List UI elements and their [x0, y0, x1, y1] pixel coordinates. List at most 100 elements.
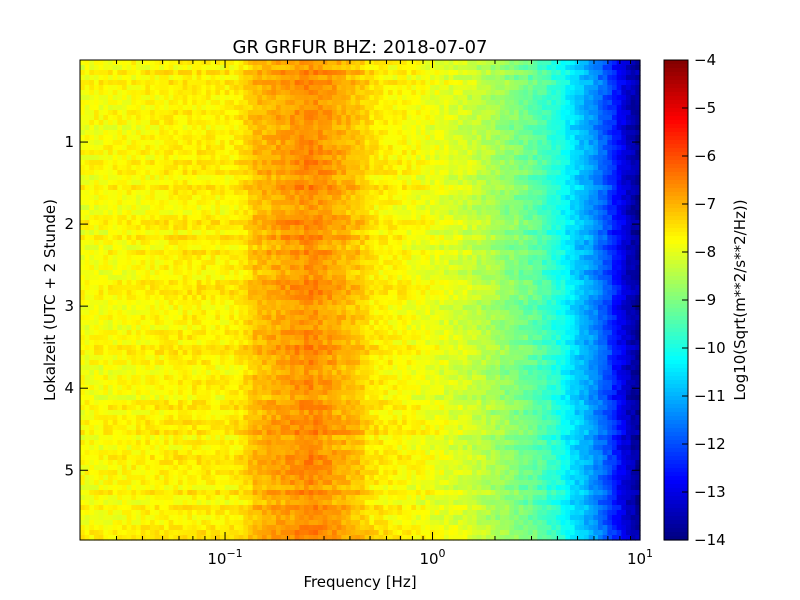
heatmap-cell [178, 110, 184, 116]
heatmap-cell [369, 255, 375, 261]
heatmap-cell [560, 80, 566, 86]
heatmap-cell [462, 65, 468, 71]
heatmap-cell [248, 110, 254, 116]
heatmap-cell [224, 230, 230, 236]
heatmap-cell [542, 150, 548, 156]
heatmap-cell [182, 160, 188, 166]
heatmap-cell [528, 70, 534, 76]
heatmap-cell [276, 70, 282, 76]
heatmap-cell [192, 230, 198, 236]
heatmap-cell [495, 195, 501, 201]
heatmap-cell [164, 140, 170, 146]
heatmap-cell [332, 185, 338, 191]
heatmap-cell [234, 245, 240, 251]
heatmap-cell [117, 260, 123, 266]
heatmap-cell [117, 220, 123, 226]
heatmap-cell [280, 125, 286, 131]
heatmap-cell [486, 250, 492, 256]
heatmap-cell [327, 185, 333, 191]
heatmap-cell [514, 160, 520, 166]
heatmap-cell [504, 110, 510, 116]
heatmap-cell [472, 205, 478, 211]
heatmap-cell [257, 220, 263, 226]
heatmap-cell [224, 160, 230, 166]
heatmap-cell [495, 185, 501, 191]
heatmap-cell [201, 75, 207, 81]
heatmap-cell [336, 70, 342, 76]
heatmap-cell [448, 65, 454, 71]
heatmap-cell [206, 230, 212, 236]
heatmap-cell [355, 165, 361, 171]
heatmap-cell [332, 145, 338, 151]
heatmap-cell [360, 135, 366, 141]
heatmap-cell [243, 145, 249, 151]
heatmap-cell [229, 80, 235, 86]
heatmap-cell [509, 120, 515, 126]
heatmap-cell [248, 140, 254, 146]
heatmap-cell [192, 65, 198, 71]
heatmap-cell [159, 150, 165, 156]
heatmap-cell [196, 235, 202, 241]
heatmap-cell [383, 200, 389, 206]
heatmap-cell [430, 130, 436, 136]
heatmap-cell [504, 120, 510, 126]
heatmap-cell [430, 150, 436, 156]
heatmap-cell [164, 130, 170, 136]
heatmap-cell [360, 90, 366, 96]
heatmap-cell [635, 105, 641, 111]
heatmap-cell [84, 265, 90, 271]
heatmap-cell [453, 110, 459, 116]
heatmap-cell [462, 135, 468, 141]
heatmap-cell [523, 220, 529, 226]
heatmap-cell [122, 115, 128, 121]
heatmap-cell [621, 190, 627, 196]
heatmap-cell [556, 200, 562, 206]
heatmap-cell [336, 235, 342, 241]
heatmap-cell [308, 70, 314, 76]
heatmap-cell [336, 150, 342, 156]
heatmap-cell [304, 95, 310, 101]
heatmap-cell [94, 155, 100, 161]
heatmap-cell [612, 230, 618, 236]
heatmap-cell [462, 180, 468, 186]
heatmap-cell [448, 220, 454, 226]
heatmap-cell [364, 155, 370, 161]
heatmap-cell [238, 215, 244, 221]
heatmap-cell [182, 235, 188, 241]
heatmap-cell [294, 125, 300, 131]
heatmap-cell [523, 140, 529, 146]
heatmap-cell [616, 60, 622, 66]
heatmap-cell [257, 70, 263, 76]
heatmap-cell [112, 65, 118, 71]
heatmap-cell [229, 100, 235, 106]
heatmap-cell [248, 135, 254, 141]
heatmap-cell [154, 60, 160, 66]
heatmap-cell [131, 90, 137, 96]
heatmap-cell [187, 245, 193, 251]
heatmap-cell [150, 240, 156, 246]
heatmap-cell [374, 90, 380, 96]
heatmap-cell [210, 105, 216, 111]
heatmap-cell [476, 255, 482, 261]
heatmap-cell [210, 205, 216, 211]
heatmap-cell [532, 130, 538, 136]
heatmap-cell [528, 230, 534, 236]
heatmap-cell [131, 140, 137, 146]
heatmap-cell [504, 135, 510, 141]
heatmap-cell [290, 215, 296, 221]
heatmap-cell [560, 100, 566, 106]
heatmap-cell [355, 200, 361, 206]
heatmap-cell [336, 100, 342, 106]
heatmap-cell [486, 150, 492, 156]
heatmap-cell [112, 110, 118, 116]
heatmap-cell [173, 95, 179, 101]
heatmap-cell [145, 230, 151, 236]
heatmap-cell [94, 175, 100, 181]
heatmap-cell [565, 260, 571, 266]
heatmap-cell [360, 145, 366, 151]
heatmap-cell [112, 230, 118, 236]
heatmap-cell [178, 70, 184, 76]
heatmap-cell [140, 230, 146, 236]
heatmap-cell [453, 145, 459, 151]
heatmap-cell [556, 100, 562, 106]
